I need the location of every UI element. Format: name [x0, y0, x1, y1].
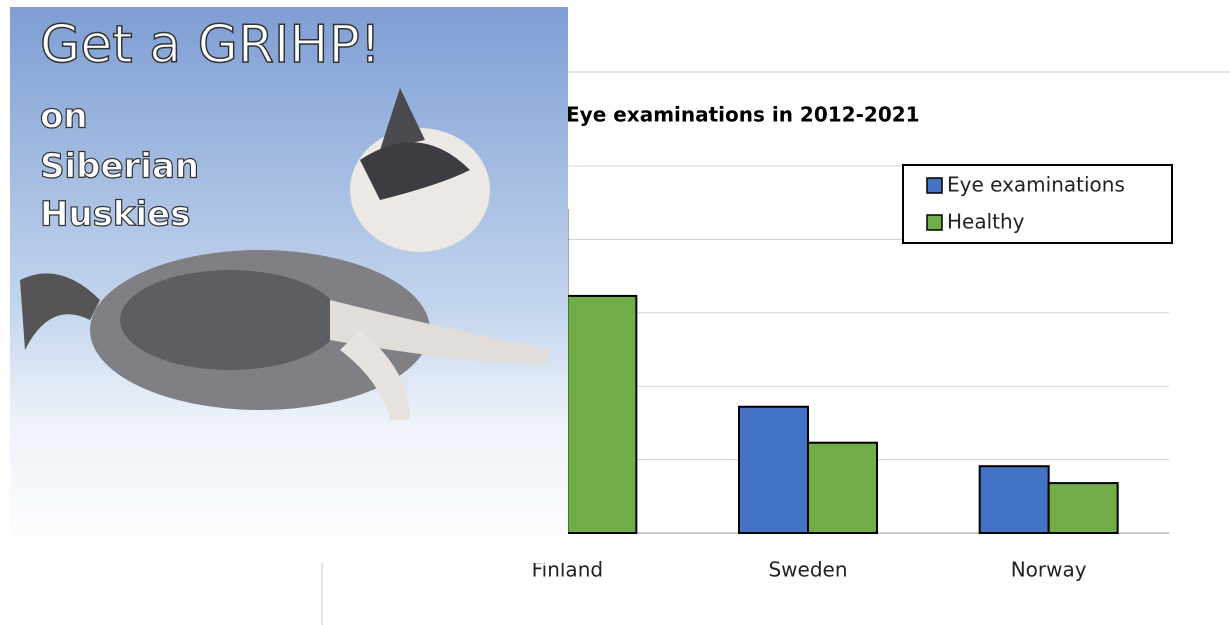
legend-swatch: [927, 178, 942, 193]
screen: Eye examinations in 2012-2021012345Finla…: [0, 0, 1230, 625]
legend-label: Healthy: [947, 210, 1025, 234]
page: Eye examinations in 2012-2021012345Finla…: [0, 0, 1230, 625]
poster-line: Siberian: [40, 147, 199, 187]
x-tick-label: Norway: [1011, 558, 1087, 582]
bar: [808, 443, 877, 533]
bar: [567, 296, 636, 533]
bar: [980, 466, 1049, 533]
bar: [739, 407, 808, 533]
poster-line: on: [40, 97, 88, 137]
poster-line: Huskies: [40, 195, 190, 235]
dog-back: [120, 270, 340, 370]
legend-label: Eye examinations: [947, 173, 1125, 197]
photo: Get a GRIHP! on Siberian Huskies: [10, 7, 568, 563]
bar: [1049, 483, 1118, 533]
legend-swatch: [927, 215, 942, 230]
poster-headline: Get a GRIHP!: [40, 15, 381, 75]
chart-title: Eye examinations in 2012-2021: [566, 103, 920, 127]
x-tick-label: Sweden: [768, 558, 847, 582]
